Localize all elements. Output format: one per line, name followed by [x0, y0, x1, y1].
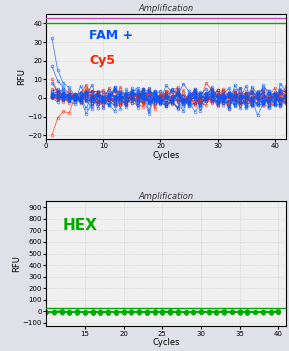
Y-axis label: RFU: RFU	[17, 68, 26, 85]
Title: Amplification: Amplification	[139, 4, 194, 13]
Text: FAM +: FAM +	[89, 29, 134, 42]
Text: Cy5: Cy5	[89, 54, 115, 67]
X-axis label: Cycles: Cycles	[152, 151, 180, 160]
Title: Amplification: Amplification	[139, 192, 194, 201]
Y-axis label: RFU: RFU	[12, 256, 21, 272]
X-axis label: Cycles: Cycles	[152, 338, 180, 347]
Text: HEX: HEX	[63, 218, 98, 233]
